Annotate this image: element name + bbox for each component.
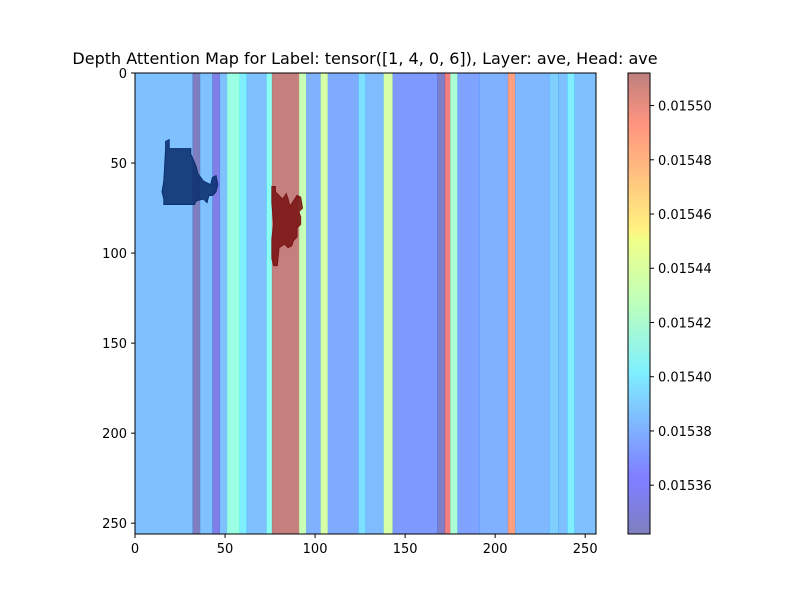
- heatmap-column-20: [450, 73, 458, 534]
- heatmap-column-9: [271, 73, 300, 534]
- heatmap-column-11: [306, 73, 321, 534]
- y-tick-label: 0: [119, 67, 127, 82]
- x-tick-label: 0: [131, 542, 139, 557]
- heatmap-column-16: [383, 73, 393, 534]
- y-tick-label: 150: [102, 337, 127, 352]
- heatmap-column-21: [457, 73, 480, 534]
- x-tick-label: 100: [303, 542, 328, 557]
- colorbar-tick-label: 0.01538: [658, 425, 712, 440]
- plot-frame: [134, 72, 597, 535]
- heatmap-column-6: [239, 73, 248, 534]
- heatmap-column-7: [246, 73, 267, 534]
- heatmap-column-28: [574, 73, 596, 534]
- heatmap-column-19: [444, 73, 451, 534]
- x-tick-label: 150: [393, 542, 418, 557]
- y-tick-label: 200: [102, 427, 127, 442]
- heatmap-column-12: [320, 73, 329, 534]
- heatmap-column-0: [135, 73, 194, 534]
- heatmap-plot-area: [135, 73, 596, 534]
- heatmap-column-8: [266, 73, 273, 534]
- colorbar-tick-label: 0.01542: [658, 316, 712, 331]
- heatmap-column-10: [298, 73, 307, 534]
- colorbar: 0.01536 0.01538 0.01540 0.01542 0.01544 0.015…: [627, 72, 712, 535]
- x-tick-label: 250: [573, 542, 598, 557]
- heatmap-column-1: [192, 73, 201, 534]
- chart-title: Depth Attention Map for Label: tensor([1…: [72, 49, 657, 68]
- heatmap-column-3: [212, 73, 221, 534]
- heatmap-column-2: [199, 73, 213, 534]
- heatmap-column-14: [358, 73, 366, 534]
- colorbar-tick-label: 0.01544: [658, 262, 712, 277]
- heatmap-column-22: [478, 73, 509, 534]
- colorbar-tick-label: 0.01548: [658, 154, 712, 169]
- heatmap-column-13: [327, 73, 359, 534]
- heatmap-column-24: [514, 73, 550, 534]
- y-axis: 0 50 100 150 200 250: [102, 67, 135, 532]
- heatmap-column-15: [365, 73, 384, 534]
- x-tick-label: 200: [483, 542, 508, 557]
- heatmap-column-18: [437, 73, 446, 534]
- heatmap-column-17: [392, 73, 438, 534]
- x-axis: 0 50 100 150 200 250: [131, 534, 598, 557]
- colorbar-tick-label: 0.01550: [658, 100, 712, 115]
- colorbar-tick-label: 0.01536: [658, 479, 712, 494]
- heatmap-column-26: [558, 73, 568, 534]
- heatmap-column-23: [507, 73, 516, 534]
- y-tick-label: 100: [102, 247, 127, 262]
- x-tick-label: 50: [217, 542, 234, 557]
- heatmap-column-27: [567, 73, 575, 534]
- colorbar-frame: [627, 72, 651, 535]
- heatmap-column-4: [219, 73, 228, 534]
- heatmap-column-25: [549, 73, 559, 534]
- y-tick-label: 250: [102, 517, 127, 532]
- dark-red-object: [271, 185, 304, 267]
- y-tick-label: 50: [110, 157, 127, 172]
- heatmap-column-5: [226, 73, 240, 534]
- dark-blue-object: [161, 138, 219, 205]
- colorbar-tick-label: 0.01546: [658, 208, 712, 223]
- colorbar-gradient: [628, 73, 650, 534]
- colorbar-tick-label: 0.01540: [658, 371, 712, 386]
